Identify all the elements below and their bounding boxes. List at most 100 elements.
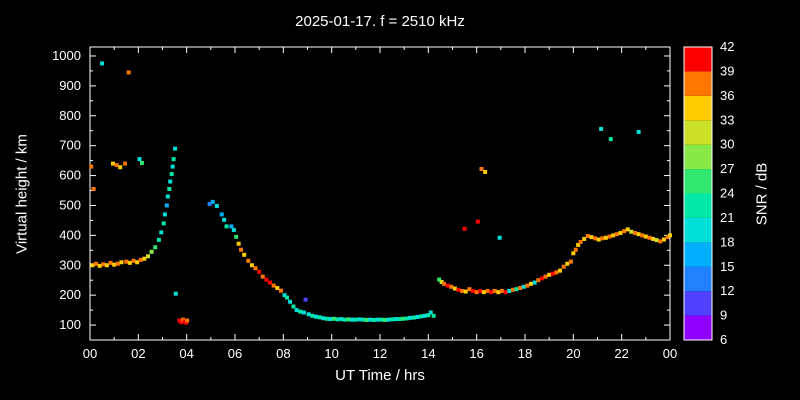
x-tick-label: 00 bbox=[663, 346, 677, 361]
data-point bbox=[361, 317, 366, 322]
data-point bbox=[294, 308, 299, 313]
data-point bbox=[397, 317, 402, 322]
data-point bbox=[184, 320, 189, 325]
x-tick-label: 06 bbox=[228, 346, 242, 361]
data-point bbox=[640, 233, 645, 238]
data-point bbox=[536, 278, 541, 283]
data-point bbox=[568, 259, 573, 264]
x-axis-label: UT Time / hrs bbox=[335, 367, 425, 384]
x-tick-label: 18 bbox=[518, 346, 532, 361]
data-point bbox=[104, 263, 109, 268]
data-point bbox=[622, 229, 627, 234]
data-point bbox=[119, 260, 124, 265]
data-point bbox=[298, 309, 303, 314]
data-point bbox=[449, 284, 454, 289]
data-point bbox=[207, 201, 212, 206]
data-point bbox=[554, 270, 559, 275]
data-point bbox=[142, 256, 147, 261]
colorbar-band bbox=[684, 266, 712, 292]
data-point bbox=[589, 235, 594, 240]
colorbar-tick-label: 6 bbox=[720, 332, 727, 347]
data-point bbox=[636, 129, 641, 134]
data-point bbox=[159, 230, 164, 235]
data-point bbox=[525, 283, 530, 288]
axes bbox=[89, 46, 671, 341]
colorbar-tick-label: 9 bbox=[720, 308, 727, 323]
data-point bbox=[400, 316, 405, 321]
data-point bbox=[139, 161, 144, 166]
data-point bbox=[339, 317, 344, 322]
tick-labels: 00 02 04 06 08 10 12 14 16 18 20 22 0010020030040050… bbox=[52, 48, 677, 361]
data-point bbox=[260, 274, 265, 279]
data-point bbox=[578, 239, 583, 244]
data-point bbox=[110, 161, 115, 166]
data-point bbox=[170, 164, 175, 169]
data-point bbox=[651, 236, 656, 241]
data-point bbox=[91, 187, 96, 192]
data-point bbox=[100, 61, 105, 66]
data-point bbox=[625, 227, 630, 232]
data-point bbox=[257, 269, 262, 274]
y-tick-label: 500 bbox=[59, 197, 81, 212]
data-point bbox=[404, 316, 409, 321]
data-point bbox=[138, 257, 143, 262]
data-point bbox=[112, 262, 117, 267]
data-point bbox=[478, 288, 483, 293]
data-point bbox=[239, 247, 244, 252]
data-point bbox=[481, 290, 486, 295]
data-point bbox=[146, 254, 150, 259]
data-point bbox=[173, 146, 178, 151]
data-point bbox=[126, 70, 131, 75]
x-tick-label: 00 bbox=[83, 346, 97, 361]
colorbar-band bbox=[684, 95, 712, 121]
data-point bbox=[437, 277, 442, 282]
x-tick-label: 10 bbox=[324, 346, 338, 361]
x-tick-label: 04 bbox=[179, 346, 193, 361]
data-point bbox=[547, 272, 552, 277]
data-point bbox=[415, 314, 420, 319]
data-point bbox=[222, 217, 227, 222]
data-point bbox=[173, 291, 178, 296]
data-point bbox=[164, 203, 169, 208]
data-point bbox=[463, 289, 468, 294]
data-point bbox=[169, 172, 174, 177]
data-point bbox=[168, 179, 173, 184]
x-tick-label: 08 bbox=[276, 346, 290, 361]
data-point bbox=[332, 316, 337, 321]
data-point bbox=[571, 251, 576, 256]
colorbar-tick-label: 39 bbox=[720, 63, 734, 78]
data-point bbox=[335, 317, 340, 322]
data-point bbox=[118, 165, 123, 170]
data-point bbox=[382, 317, 387, 322]
data-point bbox=[489, 290, 494, 295]
colorbar-tick-label: 15 bbox=[720, 259, 734, 274]
data-point bbox=[278, 288, 283, 293]
data-point bbox=[462, 226, 467, 231]
x-tick-label: 12 bbox=[373, 346, 387, 361]
data-point bbox=[379, 317, 384, 322]
data-point bbox=[271, 283, 276, 288]
data-point bbox=[514, 287, 519, 292]
data-point bbox=[282, 293, 287, 298]
data-point bbox=[593, 236, 598, 241]
colorbar-tick-label: 30 bbox=[720, 137, 734, 152]
data-point bbox=[585, 233, 590, 238]
data-point bbox=[342, 317, 347, 322]
data-point bbox=[284, 295, 289, 300]
data-point bbox=[668, 233, 672, 238]
data-point bbox=[500, 288, 505, 293]
data-point bbox=[123, 161, 128, 166]
data-point bbox=[264, 277, 269, 282]
data-point bbox=[124, 259, 129, 264]
data-point bbox=[618, 230, 623, 235]
data-point bbox=[485, 288, 490, 293]
data-point bbox=[632, 230, 637, 235]
data-point bbox=[474, 290, 479, 295]
data-point bbox=[442, 281, 447, 286]
data-point bbox=[386, 317, 391, 322]
data-point bbox=[607, 234, 612, 239]
data-point bbox=[350, 317, 355, 322]
data-point bbox=[219, 212, 224, 217]
colorbar-tick-label: 42 bbox=[720, 39, 734, 54]
data-point bbox=[167, 187, 172, 192]
